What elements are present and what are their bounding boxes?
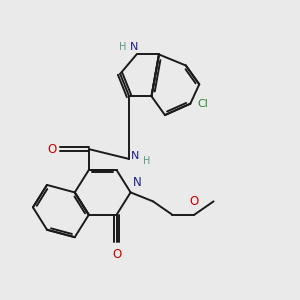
Text: H: H [119, 42, 127, 52]
Text: H: H [142, 156, 150, 166]
Text: O: O [112, 248, 121, 261]
Text: O: O [48, 142, 57, 156]
Text: O: O [190, 195, 199, 208]
Text: N: N [130, 151, 139, 161]
Text: N: N [129, 42, 138, 52]
Text: Cl: Cl [198, 99, 209, 109]
Text: N: N [133, 176, 142, 189]
